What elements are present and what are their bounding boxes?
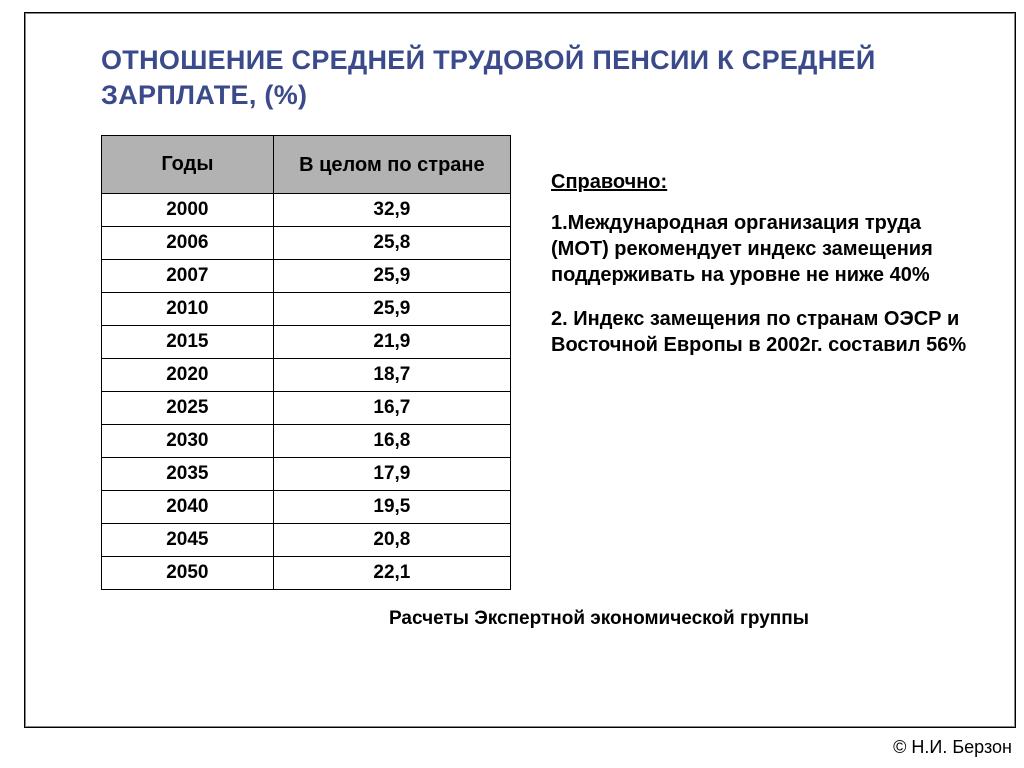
slide-title: ОТНОШЕНИЕ СРЕДНЕЙ ТРУДОВОЙ ПЕНСИИ К СРЕД… xyxy=(101,43,977,113)
cell-year: 2007 xyxy=(102,260,274,293)
table-row: 205022,1 xyxy=(102,557,511,590)
cell-year: 2045 xyxy=(102,524,274,557)
cell-year: 2010 xyxy=(102,293,274,326)
reference-column: Справочно: 1.Международная организация т… xyxy=(551,135,977,590)
reference-heading: Справочно: xyxy=(551,171,977,194)
cell-value: 25,9 xyxy=(273,293,510,326)
table-row: 201025,9 xyxy=(102,293,511,326)
table-row: 200032,9 xyxy=(102,194,511,227)
col-header-country: В целом по стране xyxy=(273,136,510,194)
cell-value: 21,9 xyxy=(273,326,510,359)
cell-value: 16,7 xyxy=(273,392,510,425)
cell-year: 2035 xyxy=(102,458,274,491)
cell-year: 2025 xyxy=(102,392,274,425)
table-row: 201521,9 xyxy=(102,326,511,359)
table-row: 203517,9 xyxy=(102,458,511,491)
cell-value: 25,9 xyxy=(273,260,510,293)
table-body: 200032,9 200625,8 200725,9 201025,9 2015… xyxy=(102,194,511,590)
cell-year: 2000 xyxy=(102,194,274,227)
cell-year: 2020 xyxy=(102,359,274,392)
cell-value: 22,1 xyxy=(273,557,510,590)
table-row: 204520,8 xyxy=(102,524,511,557)
table-row: 203016,8 xyxy=(102,425,511,458)
cell-year: 2006 xyxy=(102,227,274,260)
cell-year: 2040 xyxy=(102,491,274,524)
table-row: 200725,9 xyxy=(102,260,511,293)
author-credit: © Н.И. Берзон xyxy=(893,737,1012,758)
cell-year: 2030 xyxy=(102,425,274,458)
cell-value: 32,9 xyxy=(273,194,510,227)
cell-value: 16,8 xyxy=(273,425,510,458)
col-header-years: Годы xyxy=(102,136,274,194)
table-row: 202018,7 xyxy=(102,359,511,392)
table-row: 204019,5 xyxy=(102,491,511,524)
reference-item-2: 2. Индекс замещения по странам ОЭСР и Во… xyxy=(551,306,977,358)
table-row: 200625,8 xyxy=(102,227,511,260)
cell-value: 19,5 xyxy=(273,491,510,524)
cell-value: 17,9 xyxy=(273,458,510,491)
cell-value: 25,8 xyxy=(273,227,510,260)
reference-item-1: 1.Международная организация труда (МОТ) … xyxy=(551,210,977,288)
source-note: Расчеты Экспертной экономической группы xyxy=(221,608,977,630)
table-row: 202516,7 xyxy=(102,392,511,425)
content-area: Годы В целом по стране 200032,9 200625,8… xyxy=(101,135,977,590)
pension-ratio-table: Годы В целом по стране 200032,9 200625,8… xyxy=(101,135,511,590)
cell-year: 2015 xyxy=(102,326,274,359)
table-header-row: Годы В целом по стране xyxy=(102,136,511,194)
cell-year: 2050 xyxy=(102,557,274,590)
cell-value: 18,7 xyxy=(273,359,510,392)
slide-frame: ОТНОШЕНИЕ СРЕДНЕЙ ТРУДОВОЙ ПЕНСИИ К СРЕД… xyxy=(24,12,1016,728)
table-column: Годы В целом по стране 200032,9 200625,8… xyxy=(101,135,511,590)
cell-value: 20,8 xyxy=(273,524,510,557)
